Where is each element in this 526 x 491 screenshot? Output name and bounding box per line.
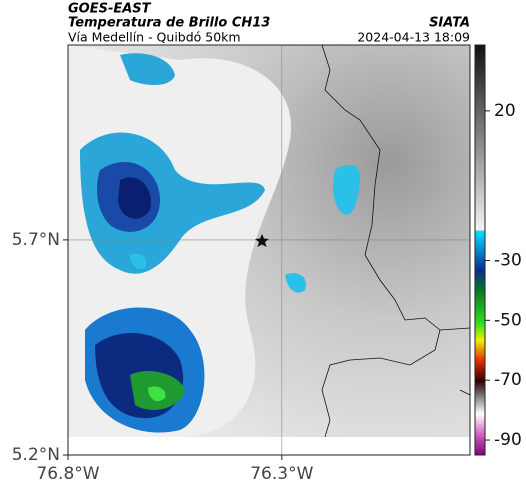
cloud-core <box>118 177 151 219</box>
cloud <box>130 253 147 270</box>
colorbar-tick-label: -90 <box>494 430 522 450</box>
cloud <box>333 164 361 215</box>
border <box>459 389 470 396</box>
colorbar-tick-label: -30 <box>494 250 522 270</box>
cloud <box>285 273 306 293</box>
border <box>321 329 441 437</box>
title: GOES-EAST <box>68 2 152 17</box>
map-frame <box>67 44 471 456</box>
x-tick-label: 76.8°W <box>36 464 99 484</box>
y-tick-label: 5.2°N <box>12 445 60 465</box>
y-tick-label: 5.7°N <box>12 230 60 250</box>
cloud <box>120 53 175 85</box>
colorbar-tick-label: 20 <box>494 101 516 121</box>
subtitle: Temperatura de Brillo CH13 <box>68 16 270 31</box>
timestamp: 2024-04-13 18:09 <box>357 30 470 45</box>
cloud-core <box>148 386 166 402</box>
border <box>321 45 470 331</box>
region: Vía Medellín - Quibdó 50km <box>68 30 241 45</box>
colorbar-tick-label: -50 <box>494 310 522 330</box>
colorbar-tick-label: -70 <box>494 370 522 390</box>
location-marker <box>255 234 269 247</box>
x-tick-label: 76.3°W <box>250 464 313 484</box>
source: SIATA <box>429 16 470 31</box>
satellite-image <box>68 45 470 437</box>
colorbar <box>474 44 486 456</box>
